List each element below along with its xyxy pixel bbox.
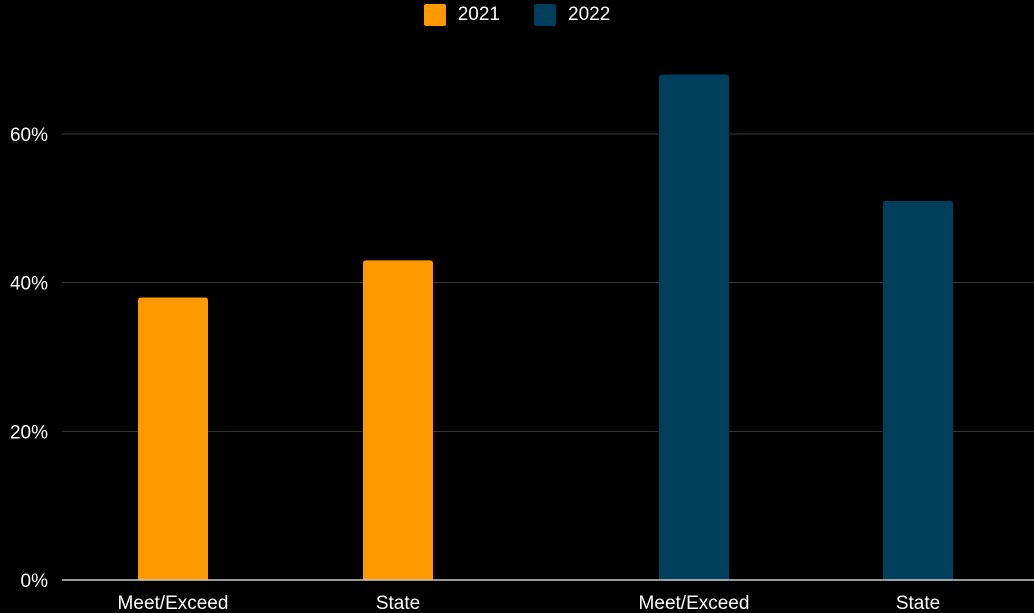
y-tick-label: 40% (10, 274, 48, 295)
legend-label-2021: 2021 (457, 4, 500, 25)
x-tick-label: Meet/Exceed (639, 593, 750, 613)
bar-2021-state[interactable] (363, 260, 433, 580)
legend-item-2021[interactable]: 2021 (423, 4, 500, 26)
bar-2022-meet-exceed[interactable] (659, 74, 729, 581)
x-tick-label: Meet/Exceed (118, 593, 229, 613)
x-tick-label: State (896, 593, 940, 613)
y-tick-label: 60% (10, 125, 48, 146)
legend-label-2022: 2022 (568, 4, 611, 25)
legend-swatch-2022 (534, 4, 556, 26)
x-tick-label: State (376, 593, 420, 613)
legend: 2021 2022 (0, 2, 1034, 28)
bar-2021-meet-exceed[interactable] (138, 297, 208, 580)
bar-2022-state[interactable] (883, 200, 953, 580)
legend-swatch-2021 (423, 4, 446, 26)
y-tick-label: 0% (21, 571, 49, 592)
y-tick-label: 20% (10, 422, 48, 443)
legend-item-2022[interactable]: 2022 (534, 4, 610, 26)
